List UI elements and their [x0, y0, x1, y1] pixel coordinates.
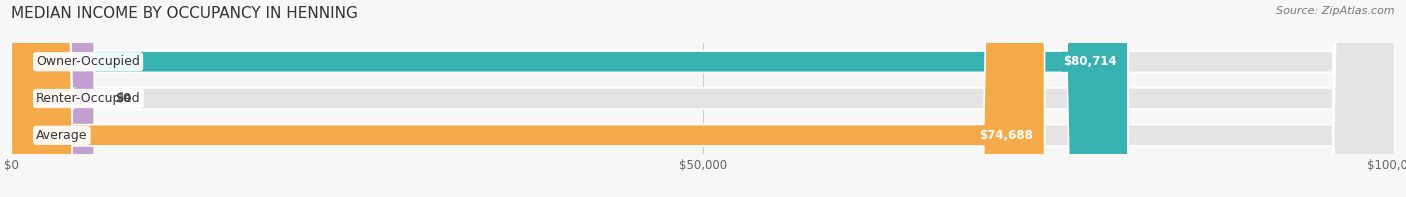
FancyBboxPatch shape	[11, 0, 1395, 197]
Text: Average: Average	[37, 129, 87, 142]
Text: $0: $0	[115, 92, 131, 105]
Text: $80,714: $80,714	[1063, 55, 1116, 68]
FancyBboxPatch shape	[11, 0, 1128, 197]
Text: MEDIAN INCOME BY OCCUPANCY IN HENNING: MEDIAN INCOME BY OCCUPANCY IN HENNING	[11, 6, 359, 21]
Text: Source: ZipAtlas.com: Source: ZipAtlas.com	[1277, 6, 1395, 16]
Text: Renter-Occupied: Renter-Occupied	[37, 92, 141, 105]
FancyBboxPatch shape	[11, 0, 94, 197]
Text: Owner-Occupied: Owner-Occupied	[37, 55, 141, 68]
FancyBboxPatch shape	[11, 0, 1045, 197]
FancyBboxPatch shape	[11, 0, 1395, 197]
Text: $74,688: $74,688	[980, 129, 1033, 142]
FancyBboxPatch shape	[11, 0, 1395, 197]
